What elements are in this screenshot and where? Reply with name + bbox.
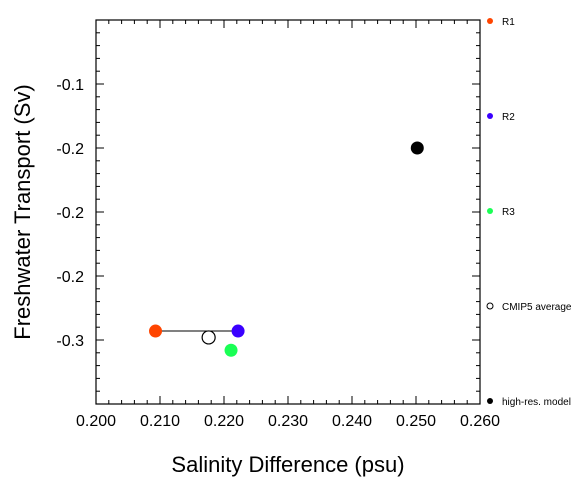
x-tick-label: 0.230 [268, 413, 308, 430]
point-r2 [231, 324, 245, 338]
legend-label-r1: R1 [502, 17, 515, 28]
y-tick-label: -0.1 [56, 77, 84, 94]
x-tick-label: 0.210 [140, 413, 180, 430]
axis-tick-labels: 0.200 0.210 0.220 0.230 0.240 0.250 0.260 -0.1 -… [56, 77, 500, 430]
y-tick-label: -0.3 [56, 333, 84, 350]
legend-marker-r1 [487, 18, 493, 24]
point-r3 [224, 343, 238, 357]
legend-marker-high-res-model [487, 398, 493, 404]
x-axis-label: Salinity Difference (psu) [171, 452, 404, 477]
y-axis-label: Freshwater Transport (Sv) [10, 84, 35, 340]
data-points [149, 141, 424, 357]
x-tick-label: 0.250 [396, 413, 436, 430]
y-tick-label: -0.2 [56, 141, 84, 158]
legend-marker-r2 [487, 113, 493, 119]
x-tick-label: 0.240 [332, 413, 372, 430]
plot-frame [95, 19, 481, 405]
legend-marker-r3 [487, 208, 493, 214]
point-cmip5-average [201, 330, 216, 345]
x-tick-label: 0.200 [76, 413, 116, 430]
y-tick-label: -0.2 [56, 269, 84, 286]
legend-label-r2: R2 [502, 112, 515, 123]
point-r1 [149, 324, 163, 338]
legend: R1 R2 R3 CMIP5 average high-res. model [486, 17, 572, 408]
x-tick-label: 0.220 [204, 413, 244, 430]
point-high-res-model [410, 141, 424, 155]
legend-marker-cmip5-average [486, 302, 494, 310]
legend-label-r3: R3 [502, 207, 515, 218]
legend-label-high-res-model: high-res. model [502, 397, 571, 408]
legend-label-cmip5-average: CMIP5 average [502, 302, 572, 313]
y-tick-label: -0.2 [56, 205, 84, 222]
axis-ticks [95, 19, 481, 405]
x-tick-label: 0.260 [460, 413, 500, 430]
